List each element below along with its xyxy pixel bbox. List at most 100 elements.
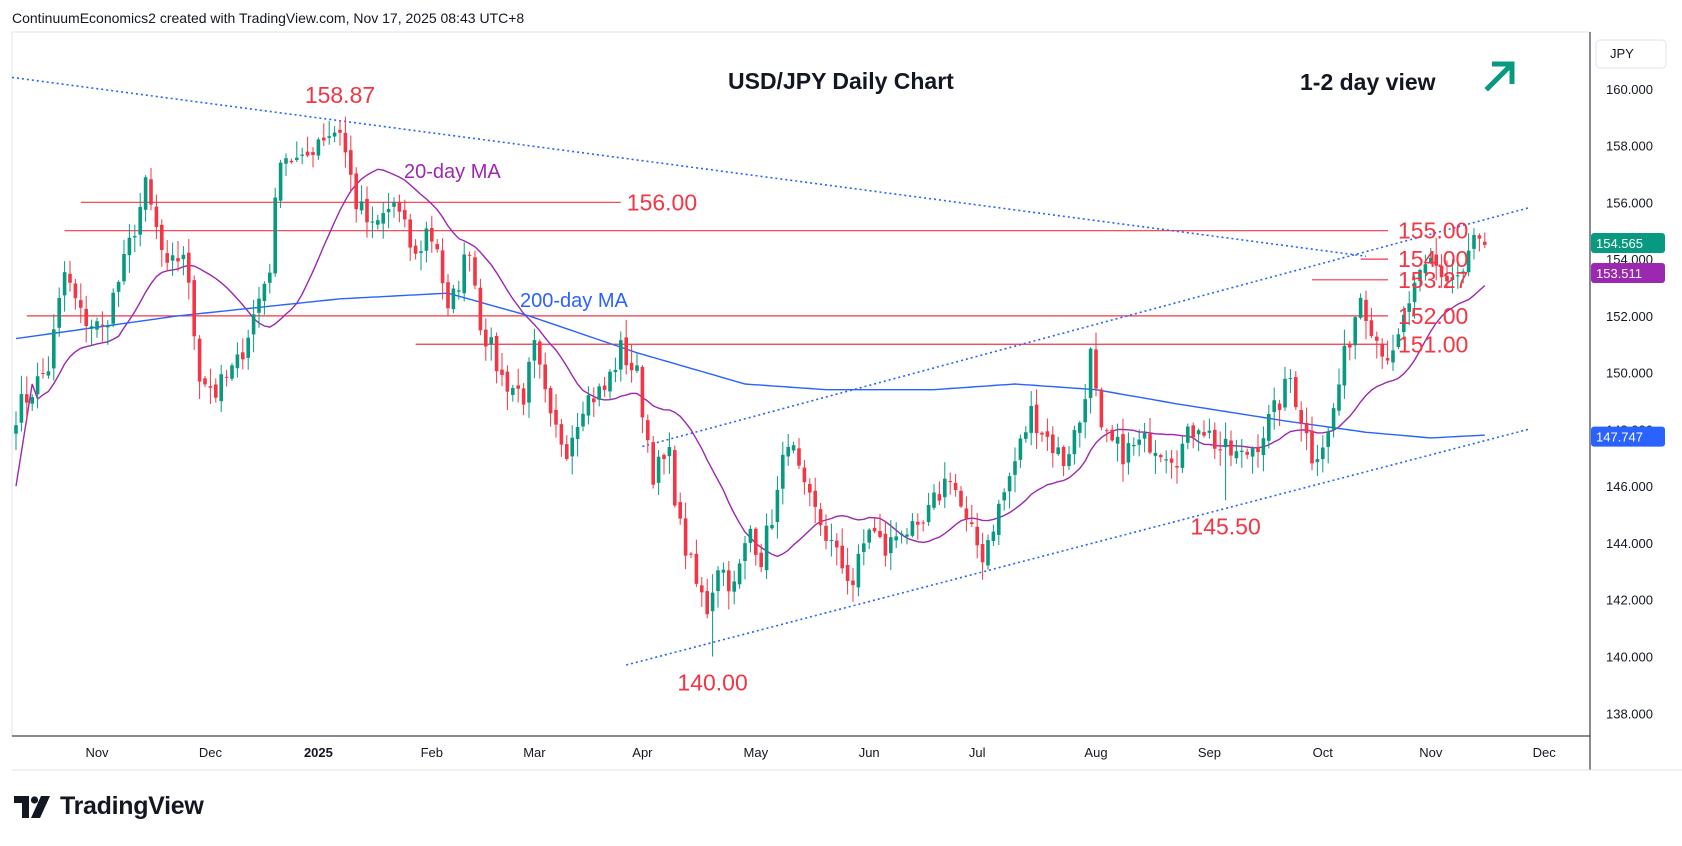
candle [133, 224, 137, 253]
candle-body [808, 483, 812, 493]
candle-body [57, 297, 61, 328]
candle-body [289, 160, 294, 163]
candle-body [397, 202, 402, 212]
candle-body [867, 529, 871, 543]
candle-body [565, 444, 569, 459]
candle-body [613, 369, 618, 373]
candle [1294, 371, 1298, 410]
candle-body [889, 537, 893, 554]
candle [764, 513, 769, 580]
candle [1364, 290, 1368, 340]
x-tick-label: Nov [85, 745, 109, 760]
candle [694, 539, 699, 587]
candle-body [646, 420, 650, 441]
chart-title: USD/JPY Daily Chart [728, 68, 954, 94]
candle-body [268, 272, 272, 283]
candle [727, 560, 731, 610]
candle-body [1175, 466, 1179, 468]
candle [1229, 430, 1233, 467]
candle-body [1088, 348, 1093, 398]
x-tick-label: Jun [859, 745, 880, 760]
candle-body [1348, 344, 1352, 348]
candle-body [208, 386, 213, 388]
candle-body [548, 388, 553, 414]
candle-body [656, 456, 661, 483]
candle-body [1234, 451, 1239, 459]
candle [959, 486, 963, 509]
candle-body [1310, 430, 1314, 464]
candle [710, 574, 715, 657]
candle-body [327, 136, 331, 138]
candle-body [845, 565, 850, 581]
last-price-tag-text: 154.565 [1596, 236, 1643, 251]
candle-body [1186, 426, 1190, 443]
candle [289, 158, 294, 164]
candle [57, 287, 61, 337]
candle-body [1137, 439, 1141, 445]
candle-body [386, 209, 391, 213]
candle [257, 286, 261, 328]
candle-body [192, 280, 196, 337]
candle-body [1256, 446, 1260, 452]
candle-body [413, 245, 418, 254]
candle [1002, 488, 1006, 511]
candle [613, 357, 618, 383]
candle [1018, 434, 1023, 468]
tradingview-logo[interactable]: TradingView [14, 792, 204, 821]
candle [921, 520, 925, 532]
candle [322, 123, 326, 147]
candle [305, 136, 310, 158]
candle [759, 543, 763, 573]
candle [52, 314, 56, 381]
candle [851, 568, 855, 602]
candle [440, 238, 445, 300]
candle-body [332, 132, 337, 137]
candle-body [1029, 405, 1033, 433]
candle [840, 528, 844, 574]
candle [1245, 448, 1249, 460]
candle [1267, 404, 1271, 449]
candle-body [1034, 404, 1039, 434]
candle-body [46, 371, 51, 376]
candle-body [133, 236, 137, 238]
candle-body [241, 352, 245, 360]
candle [176, 241, 180, 272]
x-tick-label: Dec [1533, 745, 1557, 760]
candle [25, 376, 29, 421]
candle [62, 261, 67, 312]
candle-body [35, 376, 40, 395]
candle [376, 214, 380, 230]
candle-body [581, 413, 585, 427]
candle [1310, 416, 1314, 471]
candle [721, 562, 726, 586]
candle [1159, 453, 1163, 463]
y-tick-label: 142.000 [1606, 593, 1653, 608]
candle [1148, 418, 1152, 455]
candle [1051, 426, 1055, 468]
candle-body [970, 522, 974, 525]
candle [1072, 425, 1077, 465]
candle-body [1456, 275, 1460, 277]
candle [705, 578, 709, 619]
candlesticks [14, 116, 1487, 657]
candle [538, 339, 542, 379]
candle [1439, 254, 1444, 288]
candle-body [160, 224, 164, 251]
candle-body [478, 287, 483, 331]
candle-body [1407, 303, 1411, 312]
candle-body [608, 371, 612, 392]
candle [894, 522, 898, 548]
candle [689, 552, 693, 559]
candle [1040, 431, 1044, 442]
candle [46, 356, 51, 379]
candle [1429, 248, 1433, 265]
candle-body [473, 257, 477, 286]
candle [1277, 399, 1282, 426]
candle [230, 363, 234, 381]
candle [489, 327, 493, 361]
candle [214, 378, 218, 403]
candle-body [1245, 451, 1249, 455]
candle-body [840, 545, 844, 569]
